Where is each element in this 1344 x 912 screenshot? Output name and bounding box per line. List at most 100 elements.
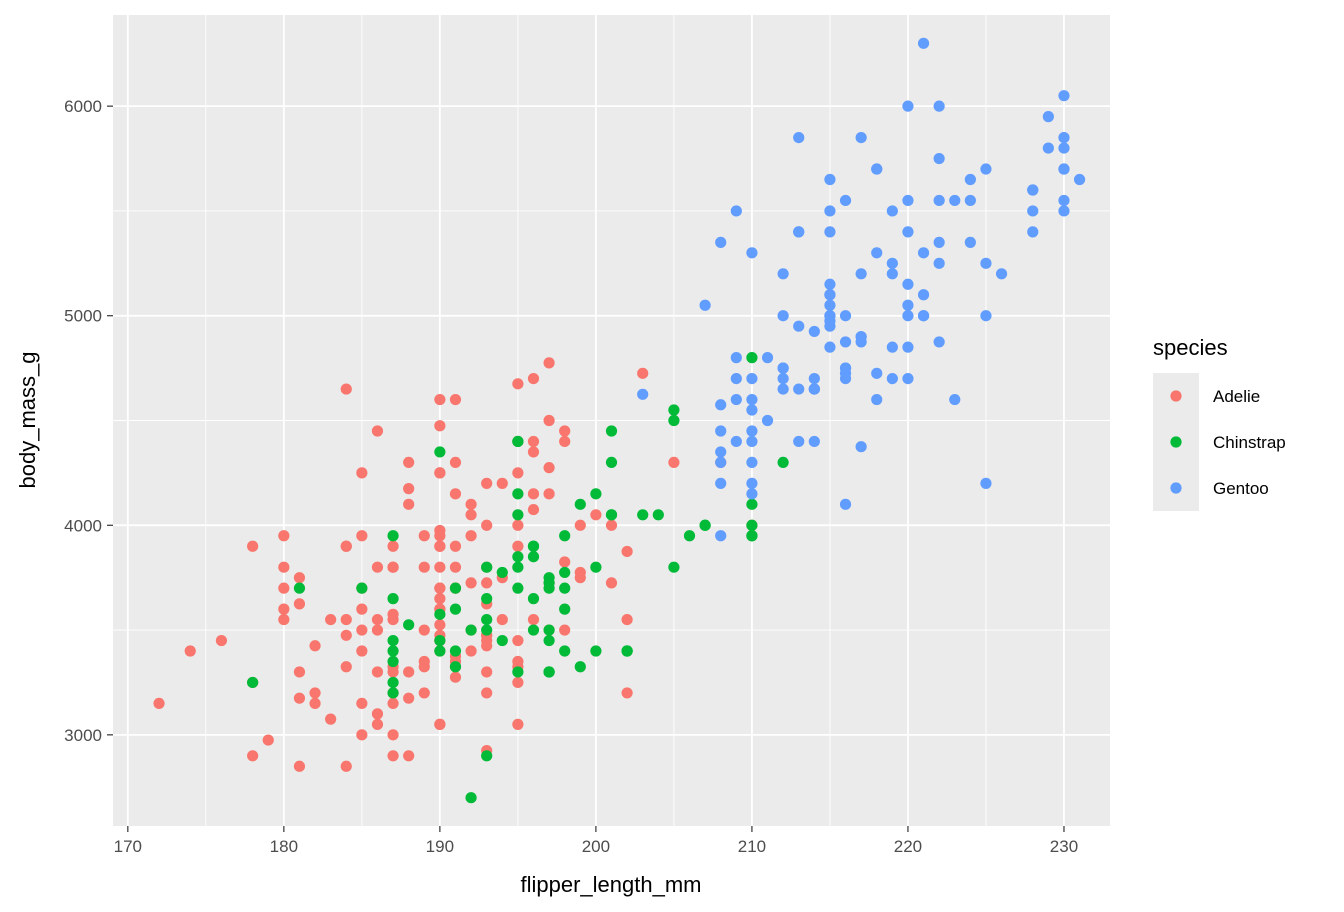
point-chinstrap (668, 404, 680, 416)
point-chinstrap (496, 566, 508, 579)
point-gentoo (933, 100, 945, 112)
point-gentoo (839, 310, 852, 322)
data-points (153, 37, 1086, 804)
point-adelie (387, 750, 399, 762)
point-gentoo (715, 477, 727, 489)
point-adelie (574, 519, 586, 531)
point-adelie (356, 603, 368, 615)
point-gentoo (855, 131, 867, 144)
point-gentoo (808, 435, 820, 448)
point-chinstrap (512, 582, 524, 594)
point-gentoo (949, 393, 961, 406)
point-gentoo (855, 441, 867, 453)
point-gentoo (1058, 90, 1070, 102)
legend-key-chinstrap (1170, 436, 1182, 448)
point-adelie (449, 393, 462, 406)
legend-items: Adelie Chinstrap Gentoo (1170, 387, 1286, 498)
point-gentoo (824, 205, 836, 217)
point-chinstrap (512, 435, 524, 448)
point-gentoo (824, 226, 836, 238)
point-gentoo (824, 278, 836, 290)
point-adelie (512, 378, 524, 390)
point-gentoo (902, 194, 914, 207)
point-gentoo (871, 393, 883, 406)
point-chinstrap (527, 593, 540, 605)
point-adelie (387, 729, 399, 741)
point-gentoo (1073, 173, 1086, 186)
legend-label-chinstrap: Chinstrap (1213, 433, 1286, 452)
point-adelie (371, 561, 384, 573)
point-gentoo (917, 247, 930, 259)
point-adelie (527, 446, 540, 458)
point-gentoo (839, 498, 852, 510)
y-tick-label: 3000 (64, 726, 102, 745)
point-adelie (340, 383, 352, 395)
point-chinstrap (559, 530, 571, 542)
point-adelie (356, 624, 368, 636)
point-adelie (434, 593, 446, 605)
point-chinstrap (512, 551, 524, 563)
point-gentoo (980, 257, 992, 269)
point-gentoo (964, 173, 976, 186)
point-gentoo (808, 372, 820, 385)
x-tick-label: 220 (894, 837, 922, 856)
point-adelie (481, 519, 493, 531)
point-gentoo (933, 336, 945, 348)
point-adelie (371, 425, 384, 437)
legend: species Adelie Chinstrap Gentoo (1153, 335, 1286, 511)
point-adelie (418, 624, 430, 636)
point-chinstrap (496, 634, 508, 647)
point-chinstrap (449, 603, 462, 615)
point-adelie (465, 530, 477, 542)
legend-label-gentoo: Gentoo (1213, 479, 1269, 498)
point-adelie (278, 603, 290, 615)
point-adelie (512, 676, 524, 689)
point-chinstrap (668, 414, 680, 427)
point-gentoo (777, 362, 789, 374)
point-chinstrap (512, 561, 524, 573)
point-adelie (340, 661, 352, 673)
point-adelie (574, 566, 586, 579)
point-gentoo (793, 435, 805, 448)
point-adelie (465, 498, 477, 510)
legend-key-adelie (1170, 390, 1182, 402)
point-gentoo (746, 477, 758, 489)
point-adelie (356, 729, 368, 741)
point-adelie (434, 619, 446, 631)
point-adelie (527, 503, 540, 516)
point-adelie (153, 697, 165, 710)
point-gentoo (715, 425, 727, 437)
point-adelie (387, 540, 399, 552)
point-adelie (293, 760, 306, 772)
point-adelie (340, 613, 352, 626)
point-chinstrap (590, 645, 602, 657)
point-gentoo (902, 372, 914, 385)
point-chinstrap (559, 582, 571, 594)
point-adelie (356, 645, 368, 657)
point-chinstrap (527, 551, 540, 563)
point-gentoo (715, 399, 727, 411)
point-adelie (449, 561, 462, 573)
point-gentoo (886, 257, 898, 269)
point-adelie (605, 519, 618, 531)
point-adelie (278, 561, 290, 573)
point-chinstrap (543, 624, 555, 636)
point-adelie (434, 540, 446, 552)
point-adelie (637, 367, 649, 379)
point-adelie (527, 372, 540, 385)
point-chinstrap (699, 519, 711, 531)
point-gentoo (1027, 226, 1039, 238)
point-adelie (449, 456, 462, 469)
point-chinstrap (746, 352, 758, 364)
point-adelie (403, 666, 415, 678)
point-chinstrap (387, 645, 399, 657)
point-gentoo (886, 341, 898, 353)
point-chinstrap (590, 561, 602, 573)
point-chinstrap (559, 645, 571, 657)
point-adelie (434, 582, 446, 594)
point-adelie (293, 572, 306, 584)
point-adelie (543, 357, 555, 369)
point-gentoo (1027, 184, 1039, 196)
point-adelie (543, 462, 555, 474)
point-gentoo (964, 236, 976, 248)
